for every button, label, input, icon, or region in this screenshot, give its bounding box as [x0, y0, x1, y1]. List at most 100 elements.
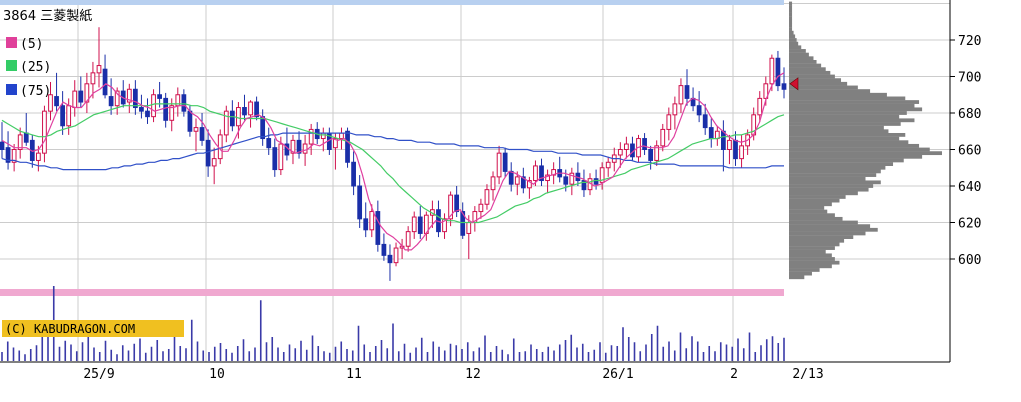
candlestick	[514, 171, 520, 196]
legend-label-ma25: (25)	[20, 60, 51, 75]
volume-bar	[12, 347, 15, 361]
candlestick	[78, 76, 84, 108]
candlestick	[672, 96, 678, 130]
candlestick	[5, 131, 11, 170]
candle-body	[181, 94, 187, 112]
candlestick	[624, 136, 629, 159]
candle-body	[642, 138, 647, 151]
candlestick	[502, 147, 508, 177]
candle-body	[545, 174, 550, 182]
candlestick	[581, 169, 587, 197]
candlestick	[211, 147, 217, 185]
candle-body	[108, 96, 114, 107]
candle-body	[163, 97, 169, 121]
candle-body	[48, 94, 53, 112]
y-tick-label: 640	[958, 180, 981, 195]
volume-bar	[219, 343, 222, 361]
candle-body	[126, 88, 132, 103]
candlestick	[387, 244, 393, 281]
volume-bar	[604, 352, 607, 361]
candle-body	[333, 138, 338, 149]
volume-bar	[489, 352, 492, 361]
volume-bar	[70, 344, 72, 361]
volume-bar	[501, 349, 504, 361]
volume-bar	[512, 338, 515, 361]
y-tick-label: 700	[958, 71, 981, 86]
profile-bar	[789, 253, 832, 258]
volume-bar	[47, 328, 49, 361]
candlestick	[417, 206, 423, 239]
volume-bar	[340, 341, 343, 361]
volume-bar	[231, 352, 233, 361]
y-tick-label: 720	[958, 34, 981, 49]
price-volume-profile	[789, 1, 942, 280]
candle-body	[563, 176, 569, 185]
volume-bar	[397, 351, 400, 361]
profile-bar	[789, 52, 809, 57]
volume-bar	[737, 338, 739, 361]
profile-bar	[789, 147, 930, 152]
candlestick	[157, 81, 162, 108]
chart-title: 3864 三菱製紙	[3, 9, 92, 24]
volume-bar	[593, 349, 596, 361]
volume-bar	[438, 346, 440, 361]
profile-bar	[789, 111, 907, 115]
volume-bar	[765, 339, 768, 361]
candle-body	[139, 107, 144, 112]
candle-body	[54, 96, 59, 107]
candlestick	[411, 211, 417, 239]
profile-bar	[789, 275, 805, 280]
candle-body	[199, 127, 205, 141]
volume-bar	[564, 340, 567, 361]
candle-body	[96, 65, 102, 74]
volume-bar	[242, 339, 245, 361]
candle-body	[102, 68, 108, 96]
candlestick	[660, 123, 666, 152]
candlestick	[272, 138, 278, 177]
legend-swatch-ma75	[6, 84, 17, 95]
profile-bar	[789, 198, 840, 203]
candle-body	[442, 218, 447, 233]
candle-body	[520, 176, 526, 189]
candle-body	[502, 152, 508, 172]
volume-bar	[691, 336, 693, 361]
volume-bar	[380, 340, 383, 361]
volume-bar	[236, 346, 239, 361]
candlestick	[0, 122, 5, 159]
volume-bar	[478, 347, 481, 361]
candlestick	[96, 27, 102, 88]
candlestick	[102, 54, 108, 99]
profile-bar	[789, 81, 848, 86]
candle-body	[605, 161, 611, 169]
x-tick-label: 25/9	[83, 367, 114, 382]
candle-body	[484, 189, 490, 205]
volume-bar	[346, 349, 348, 361]
candle-body	[496, 152, 502, 178]
candlestick	[199, 113, 205, 146]
profile-bar	[789, 67, 826, 72]
candle-body	[672, 103, 678, 116]
volume-bar	[783, 337, 785, 361]
candlestick	[193, 118, 199, 152]
candlestick	[460, 202, 466, 239]
candle-body	[448, 194, 453, 220]
profile-bar	[789, 195, 846, 199]
legend-item-ma75: (75)	[6, 84, 51, 99]
profile-bar	[789, 191, 858, 196]
profile-bar	[789, 165, 886, 170]
candle-body	[393, 247, 399, 264]
profile-bar	[789, 136, 900, 141]
volume-bar	[202, 350, 205, 361]
profile-bar	[789, 257, 835, 261]
profile-bar	[789, 206, 825, 210]
volume-bar	[409, 352, 412, 361]
candle-body	[617, 149, 623, 156]
volume-bar	[311, 335, 314, 361]
volume-bar	[98, 352, 101, 361]
volume-bar	[369, 352, 371, 361]
candlestick	[739, 134, 744, 168]
candle-body	[254, 101, 259, 118]
volume-bar	[248, 351, 251, 361]
volume-bar	[294, 348, 297, 361]
